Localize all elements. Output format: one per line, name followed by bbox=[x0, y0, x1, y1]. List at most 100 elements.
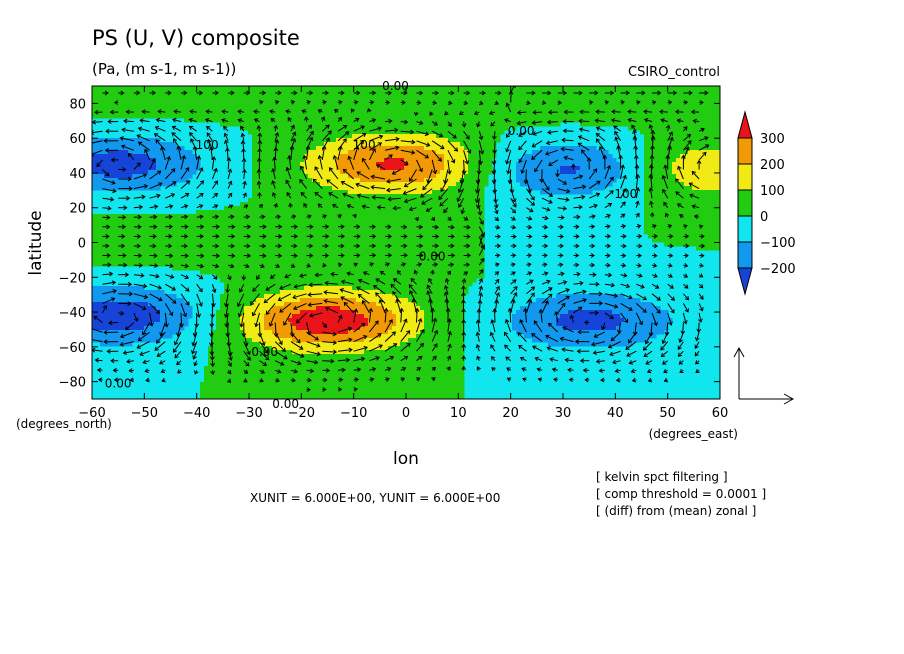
field-cell bbox=[264, 166, 269, 171]
field-cell bbox=[684, 230, 689, 235]
field-cell bbox=[368, 170, 373, 175]
field-cell bbox=[100, 94, 105, 99]
field-cell bbox=[416, 150, 421, 155]
field-cell bbox=[468, 98, 473, 103]
field-cell bbox=[124, 150, 129, 155]
field-cell bbox=[592, 146, 597, 151]
field-cell bbox=[104, 254, 109, 259]
field-cell bbox=[260, 102, 265, 107]
field-cell bbox=[340, 246, 345, 251]
field-cell bbox=[476, 154, 481, 159]
field-cell bbox=[296, 154, 301, 159]
field-cell bbox=[684, 90, 689, 95]
field-cell bbox=[596, 86, 601, 91]
field-cell bbox=[652, 214, 657, 219]
field-cell bbox=[272, 122, 277, 127]
field-cell bbox=[460, 214, 465, 219]
field-cell bbox=[196, 114, 201, 119]
field-cell bbox=[220, 214, 225, 219]
chart-title: PS (U, V) composite bbox=[92, 26, 300, 50]
field-cell bbox=[452, 194, 457, 199]
field-cell bbox=[608, 170, 613, 175]
field-cell bbox=[660, 98, 665, 103]
field-cell bbox=[236, 238, 241, 243]
field-cell bbox=[312, 126, 317, 131]
field-cell bbox=[212, 118, 217, 123]
field-cell bbox=[384, 230, 389, 235]
field-cell bbox=[412, 114, 417, 119]
field-cell bbox=[700, 102, 705, 107]
field-cell bbox=[112, 174, 117, 179]
field-cell bbox=[452, 130, 457, 135]
field-cell bbox=[428, 154, 433, 159]
field-cell bbox=[124, 170, 129, 175]
field-cell bbox=[280, 246, 285, 251]
field-cell bbox=[176, 218, 181, 223]
field-cell bbox=[436, 114, 441, 119]
field-cell bbox=[404, 98, 409, 103]
field-cell bbox=[92, 214, 97, 219]
field-cell bbox=[600, 102, 605, 107]
field-cell bbox=[288, 226, 293, 231]
field-cell bbox=[528, 162, 533, 167]
field-cell bbox=[308, 122, 313, 127]
field-cell bbox=[252, 194, 257, 199]
field-cell bbox=[336, 102, 341, 107]
field-cell bbox=[396, 106, 401, 111]
field-cell bbox=[300, 214, 305, 219]
field-cell bbox=[348, 182, 353, 187]
field-cell bbox=[388, 114, 393, 119]
field-cell bbox=[344, 110, 349, 115]
field-cell bbox=[568, 170, 573, 175]
field-cell bbox=[132, 154, 137, 159]
field-cell bbox=[680, 150, 685, 155]
field-cell bbox=[124, 230, 129, 235]
field-cell bbox=[436, 134, 441, 139]
field-cell bbox=[324, 106, 329, 111]
field-cell bbox=[552, 170, 557, 175]
field-cell bbox=[580, 162, 585, 167]
field-cell bbox=[696, 134, 701, 139]
field-cell bbox=[424, 170, 429, 175]
field-cell bbox=[572, 106, 577, 111]
field-cell bbox=[124, 226, 129, 231]
field-cell bbox=[656, 130, 661, 135]
field-cell bbox=[108, 254, 113, 259]
field-cell bbox=[620, 118, 625, 123]
field-cell bbox=[268, 242, 273, 247]
field-cell bbox=[388, 158, 393, 163]
field-cell bbox=[708, 194, 713, 199]
field-cell bbox=[344, 214, 349, 219]
field-cell bbox=[228, 214, 233, 219]
field-cell bbox=[436, 102, 441, 107]
field-cell bbox=[328, 154, 333, 159]
field-cell bbox=[372, 86, 377, 91]
field-cell bbox=[648, 142, 653, 147]
field-cell bbox=[316, 194, 321, 199]
field-cell bbox=[300, 134, 305, 139]
field-cell bbox=[176, 86, 181, 91]
field-cell bbox=[324, 118, 329, 123]
field-cell bbox=[200, 98, 205, 103]
field-cell bbox=[420, 150, 425, 155]
field-cell bbox=[96, 158, 101, 163]
field-cell bbox=[172, 86, 177, 91]
field-cell bbox=[516, 90, 521, 95]
field-cell bbox=[196, 242, 201, 247]
field-cell bbox=[276, 94, 281, 99]
field-cell bbox=[468, 154, 473, 159]
field-cell bbox=[704, 222, 709, 227]
field-cell bbox=[564, 114, 569, 119]
field-cell bbox=[108, 250, 113, 255]
field-cell bbox=[132, 110, 137, 115]
field-cell bbox=[284, 146, 289, 151]
field-cell bbox=[140, 254, 145, 259]
field-cell bbox=[372, 210, 377, 215]
field-cell bbox=[412, 242, 417, 247]
field-cell bbox=[356, 230, 361, 235]
field-cell bbox=[272, 106, 277, 111]
field-cell bbox=[100, 114, 105, 119]
field-cell bbox=[228, 230, 233, 235]
field-cell bbox=[548, 102, 553, 107]
field-cell bbox=[340, 186, 345, 191]
